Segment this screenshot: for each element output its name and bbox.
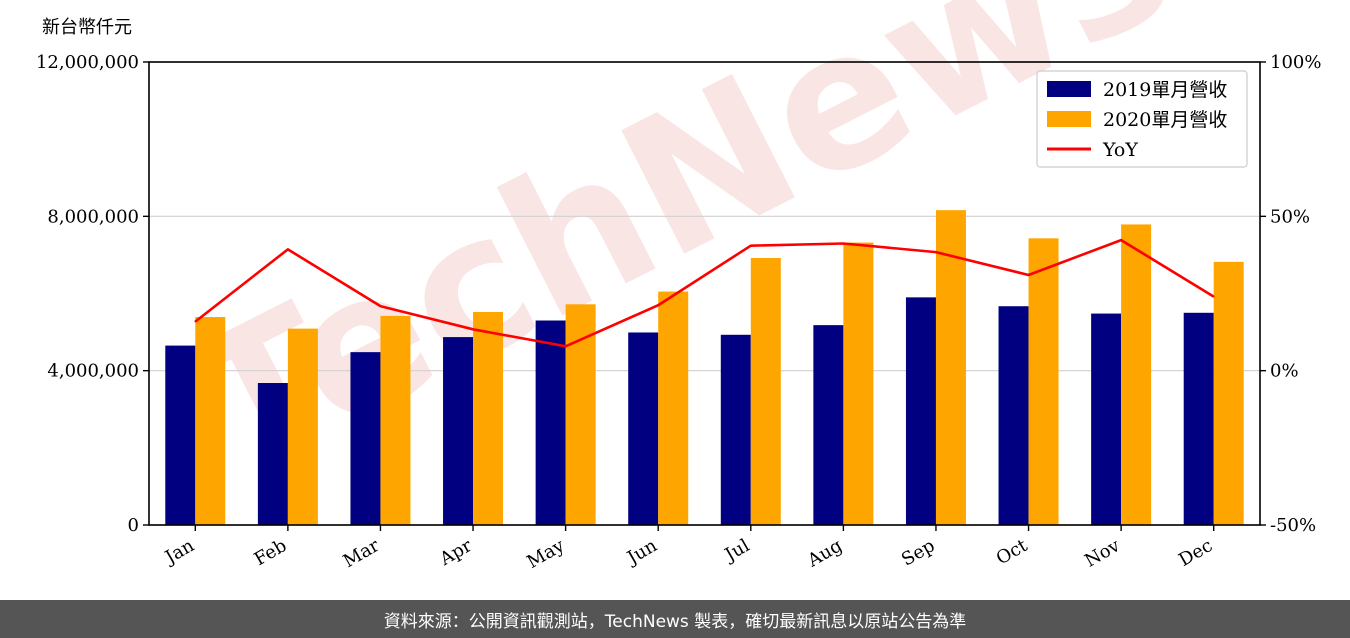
legend-swatch-1 bbox=[1047, 111, 1091, 127]
source-footer-text: 資料來源：公開資訊觀測站，TechNews 製表，確切最新訊息以原站公告為準 bbox=[383, 611, 967, 632]
bar-2020-dec bbox=[1213, 261, 1244, 525]
bar-2020-mar bbox=[380, 315, 411, 525]
bar-2019-oct bbox=[998, 306, 1029, 525]
chart: TechNews 新台幣仟元 04,000,0008,000,00012,000… bbox=[36, 0, 1322, 573]
yoy-line-group bbox=[194, 238, 1215, 348]
bar-2019-jul bbox=[720, 334, 751, 525]
legend-label-2: YoY bbox=[1102, 139, 1138, 161]
bar-2020-aug bbox=[843, 242, 874, 525]
bar-2020-apr bbox=[473, 312, 504, 525]
y-right-tick-label: 0% bbox=[1270, 361, 1299, 382]
bar-2020-jun bbox=[658, 291, 689, 525]
x-tick-label-sep: Sep bbox=[898, 535, 938, 570]
y-right-tick-label: 50% bbox=[1270, 206, 1310, 227]
bar-2019-jun bbox=[628, 332, 659, 525]
x-tick-label-jul: Jul bbox=[720, 535, 754, 567]
y-left-tick-label: 4,000,000 bbox=[47, 361, 139, 382]
y-left-tick-label: 0 bbox=[128, 515, 139, 536]
y-left-tick-label: 8,000,000 bbox=[47, 206, 139, 227]
bar-2019-sep bbox=[905, 297, 936, 525]
bar-2019-nov bbox=[1091, 313, 1122, 525]
y-left-tick-label: 12,000,000 bbox=[36, 52, 139, 73]
y-right-tick-label: -50% bbox=[1270, 515, 1316, 536]
x-tick-label-feb: Feb bbox=[251, 535, 291, 570]
bar-2019-may bbox=[535, 320, 566, 525]
bars bbox=[165, 210, 1244, 525]
bar-2019-mar bbox=[350, 352, 381, 525]
yoy-point-aug bbox=[842, 242, 845, 245]
yoy-point-jun bbox=[657, 304, 660, 307]
yoy-point-mar bbox=[379, 305, 382, 307]
legend-swatch-0 bbox=[1047, 81, 1091, 97]
yoy-point-sep bbox=[935, 251, 937, 253]
x-tick-label-jun: Jun bbox=[622, 535, 661, 570]
yoy-line bbox=[194, 238, 1215, 348]
x-tick-label-may: May bbox=[524, 535, 569, 573]
yoy-point-oct bbox=[1027, 274, 1030, 276]
bar-2020-feb bbox=[287, 328, 318, 525]
bar-2020-may bbox=[565, 304, 596, 525]
plot-frame bbox=[148, 61, 1261, 526]
bar-2020-oct bbox=[1028, 238, 1059, 525]
yoy-point-jul bbox=[749, 244, 752, 247]
bar-2019-apr bbox=[443, 337, 474, 525]
source-footer: 資料來源：公開資訊觀測站，TechNews 製表，確切最新訊息以原站公告為準 bbox=[0, 600, 1350, 638]
yoy-point-feb bbox=[287, 248, 289, 251]
bar-2020-sep bbox=[935, 210, 966, 525]
x-tick-label-apr: Apr bbox=[435, 535, 475, 570]
yoy-point-may bbox=[564, 345, 567, 348]
x-tick-label-jan: Jan bbox=[160, 535, 198, 569]
legend-label-0: 2019單月營收 bbox=[1103, 79, 1227, 101]
legend: 2019單月營收 2020單月營收 YoY bbox=[1036, 70, 1248, 168]
bar-2020-jan bbox=[195, 317, 226, 525]
bar-2020-jul bbox=[750, 258, 781, 525]
bar-2019-aug bbox=[813, 325, 844, 525]
yoy-point-jan bbox=[194, 320, 197, 323]
x-tick-label-aug: Aug bbox=[803, 535, 846, 572]
bar-2019-feb bbox=[257, 383, 288, 525]
bar-2019-jan bbox=[165, 345, 196, 525]
yoy-point-dec bbox=[1212, 295, 1215, 298]
yoy-point-apr bbox=[472, 328, 474, 331]
y-unit-label: 新台幣仟元 bbox=[42, 17, 132, 38]
x-tick-label-dec: Dec bbox=[1175, 535, 1216, 571]
legend-label-1: 2020單月營收 bbox=[1103, 109, 1227, 131]
x-tick-label-nov: Nov bbox=[1081, 535, 1124, 572]
bar-2020-nov bbox=[1121, 224, 1152, 525]
bar-2019-dec bbox=[1183, 312, 1214, 525]
y-right-tick-label: 100% bbox=[1270, 52, 1321, 73]
x-tick-label-mar: Mar bbox=[340, 535, 384, 572]
x-tick-label-oct: Oct bbox=[993, 535, 1032, 570]
yoy-point-nov bbox=[1120, 239, 1122, 241]
